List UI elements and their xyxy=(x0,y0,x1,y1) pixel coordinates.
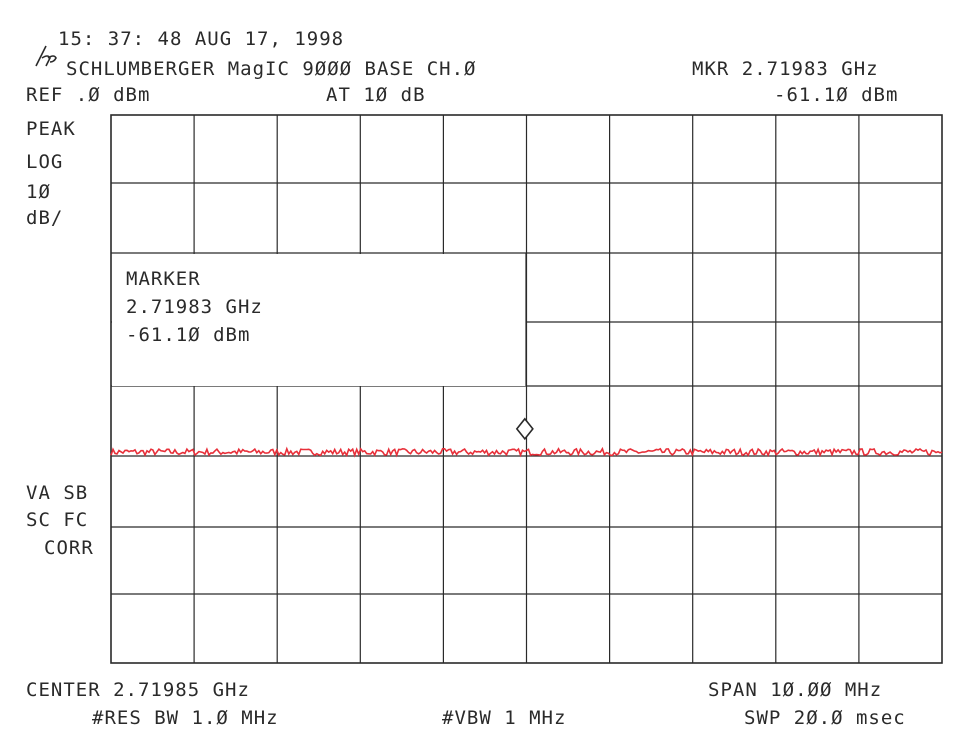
marker-box-title: MARKER xyxy=(126,268,201,290)
marker-box-level: -61.1Ø dBm xyxy=(126,324,251,346)
scale-value: 1Ø xyxy=(26,181,51,203)
spectrum-trace xyxy=(110,446,943,458)
status-line-1: VA SB xyxy=(26,482,89,504)
marker-diamond xyxy=(515,417,534,441)
marker-level-readout: -61.1Ø dBm xyxy=(774,84,899,106)
status-line-2: SC FC xyxy=(26,509,89,531)
resolution-bandwidth: #RES BW 1.Ø MHz xyxy=(92,707,279,729)
video-bandwidth: #VBW 1 MHz xyxy=(442,707,567,729)
attenuation: AT 1Ø dB xyxy=(326,84,426,106)
sweep-time: SWP 2Ø.Ø msec xyxy=(744,707,906,729)
reference-level: REF .Ø dBm xyxy=(26,84,151,106)
plot-grid xyxy=(110,114,943,664)
timestamp: 15: 37: 48 AUG 17, 1998 xyxy=(58,28,345,50)
marker-box-frequency: 2.71983 GHz xyxy=(126,296,263,318)
hp-logo-icon xyxy=(35,45,57,67)
marker-frequency-readout: MKR 2.71983 GHz xyxy=(692,58,879,80)
center-frequency: CENTER 2.71985 GHz xyxy=(26,679,250,701)
marker-readout-box xyxy=(112,254,526,386)
scale-type: LOG xyxy=(26,151,64,173)
detector-mode: PEAK xyxy=(26,118,76,140)
scale-unit: dB/ xyxy=(26,207,64,229)
instrument-title: SCHLUMBERGER MagIC 9ØØØ BASE CH.Ø xyxy=(66,58,477,80)
span: SPAN 1Ø.ØØ MHz xyxy=(708,679,883,701)
status-line-3: CORR xyxy=(44,537,94,559)
